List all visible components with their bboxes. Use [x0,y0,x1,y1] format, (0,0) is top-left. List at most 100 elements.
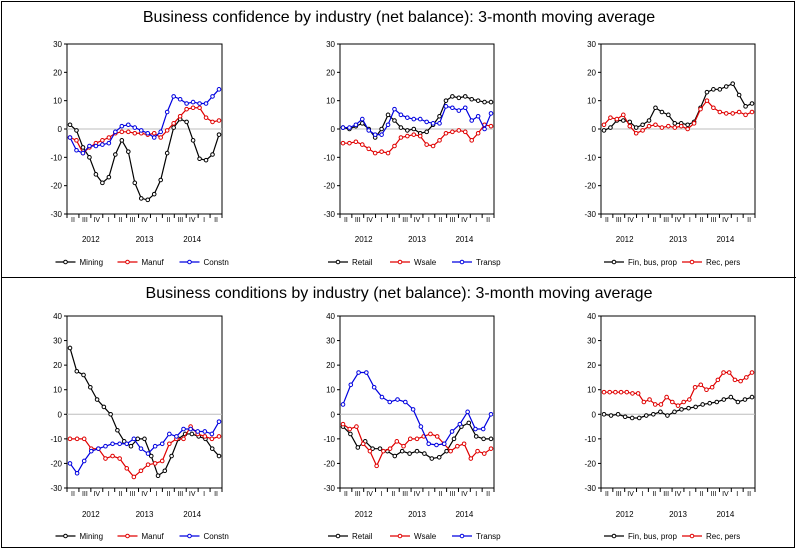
data-point [450,105,455,111]
data-point [347,125,352,130]
y-tick-label: -10 [323,153,335,162]
data-point [672,409,677,415]
plot-area [600,315,756,489]
data-point [184,106,189,112]
confidence-section-title: Business confidence by industry (net bal… [142,9,656,26]
data-point [437,138,442,143]
y-tick-label: 0 [331,125,336,134]
data-point [621,112,626,118]
data-point [475,113,481,119]
series-line-mining [69,118,220,201]
data-point [670,399,675,405]
data-point [158,129,163,135]
data-point [614,116,620,122]
quarter-label: IV [675,217,682,224]
quarter-label: IV [461,217,468,224]
data-point [74,138,79,143]
legend: Fin, bus, prop Rec, pers [604,532,740,541]
legend-entry: Mining [80,258,104,267]
data-point [473,426,478,432]
data-point [189,431,195,437]
quarter-label: IV [366,491,373,498]
data-point [158,135,163,140]
year-label: 2013 [408,510,426,519]
data-point [103,456,108,461]
quarter-label: I [380,217,382,224]
data-point [698,382,704,388]
data-point [461,441,467,447]
conditions-section-title: Business conditions by industry (net bal… [145,285,653,302]
legend-entry: Transp [476,532,501,541]
data-point [113,152,118,157]
quarter-label: II [119,217,123,224]
year-label: 2014 [183,235,201,244]
y-tick-label: 40 [587,312,596,321]
quarter-label: IV [461,491,468,498]
data-point [462,105,468,111]
y-tick-label: -10 [323,435,335,444]
y-tick-label: 0 [58,125,63,134]
data-point [652,402,658,407]
data-point [743,104,748,109]
quarter-label: III [355,217,361,224]
data-point [403,399,408,405]
data-point [190,99,196,105]
data-point [167,431,172,437]
data-point [169,453,174,459]
quarter-label: II [71,217,75,224]
data-point [736,92,742,98]
quarter-label: I [475,491,477,498]
data-point [398,135,404,140]
data-point [131,474,137,480]
data-point [714,399,720,405]
year-label: 2014 [716,235,734,244]
data-point [93,143,99,149]
data-point [411,126,417,132]
data-point [468,456,474,461]
data-point [647,397,652,402]
legend-marker [459,533,465,539]
data-point [715,377,721,383]
quarter-label: II [652,491,656,498]
data-point [414,448,420,454]
data-point [426,441,431,447]
y-tick-label: -10 [584,153,596,162]
quarter-label: IV [722,217,729,224]
quarter-label: II [439,217,443,224]
data-point [132,130,138,136]
data-point [197,156,202,162]
quarter-label: IV [366,217,373,224]
quarter-label: IV [189,217,196,224]
data-point [132,180,138,186]
data-point [641,399,647,405]
data-point [94,397,100,402]
data-point [171,94,176,99]
data-point [392,143,397,149]
data-point [190,138,196,143]
year-label: 2013 [669,510,687,519]
legend-marker [187,259,192,265]
data-point [717,87,723,92]
legend-entry: Manuf [142,532,165,541]
quarter-label: III [82,217,88,224]
data-point [749,394,755,400]
data-point [379,126,384,132]
data-point [181,436,186,442]
series-line-constn [69,88,220,154]
series-line-fin-bus-prop [603,82,753,131]
data-point [437,121,442,126]
data-point [171,121,176,126]
data-point [407,451,412,456]
y-tick-label: 0 [592,410,597,419]
quarter-label: I [641,217,643,224]
data-point [618,389,624,395]
data-point [159,458,165,464]
quarter-label: II [700,491,704,498]
series-line-retail [342,95,491,139]
y-tick-label: -30 [323,484,335,493]
data-point [401,443,406,449]
data-point [601,389,607,395]
data-point [601,411,607,417]
data-point [392,118,397,123]
